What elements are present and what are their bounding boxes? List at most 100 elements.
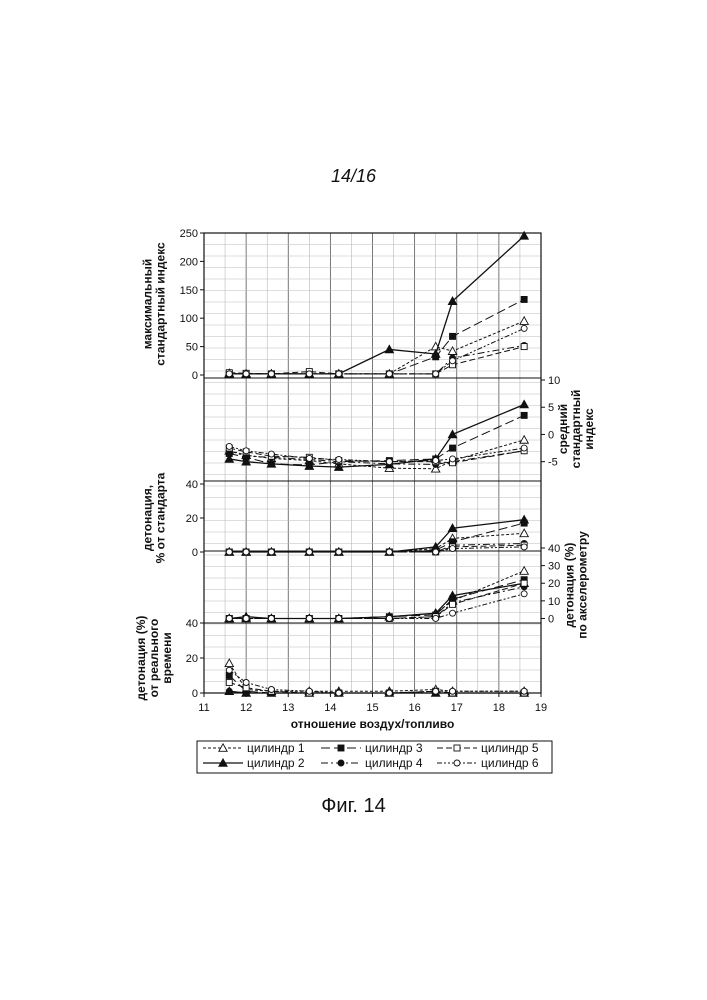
data-point xyxy=(243,448,249,454)
series-line xyxy=(229,587,524,619)
x-tick-label: 19 xyxy=(535,702,547,714)
series-line xyxy=(229,520,524,552)
data-point xyxy=(520,317,528,325)
series-2 xyxy=(225,232,528,378)
data-point xyxy=(450,358,456,364)
data-point xyxy=(520,400,528,408)
y-tick-label: 0 xyxy=(192,688,198,700)
series-1 xyxy=(225,317,528,377)
data-point xyxy=(521,580,527,586)
data-point xyxy=(338,745,344,751)
data-point xyxy=(226,680,232,686)
multi-panel-chart: 111213141516171819отношение воздух/топли… xyxy=(0,0,707,790)
data-point xyxy=(338,760,344,766)
data-point xyxy=(520,436,528,444)
data-point xyxy=(450,445,456,451)
data-point xyxy=(306,455,312,461)
y-axis-label: средний xyxy=(556,404,570,454)
series-6 xyxy=(226,544,527,555)
y-tick-label: 0 xyxy=(548,429,554,441)
data-point xyxy=(454,760,460,766)
data-point xyxy=(433,688,439,694)
data-point xyxy=(306,615,312,621)
series-line xyxy=(229,328,524,373)
data-point xyxy=(433,458,439,464)
y-tick-label: 10 xyxy=(548,375,560,387)
x-tick-label: 11 xyxy=(198,702,209,714)
y-tick-label: 100 xyxy=(180,313,198,325)
data-point xyxy=(226,688,232,694)
y-tick-label: 0 xyxy=(548,613,554,625)
legend-label: цилиндр 2 xyxy=(247,756,305,770)
data-point xyxy=(243,371,249,377)
data-point xyxy=(243,549,249,555)
data-point xyxy=(521,520,527,526)
x-tick-label: 15 xyxy=(366,702,378,714)
y-tick-label: -5 xyxy=(548,457,558,469)
legend-label: цилиндр 5 xyxy=(481,741,539,755)
data-point xyxy=(386,690,392,696)
legend-label: цилиндр 1 xyxy=(247,741,305,755)
y-tick-label: 40 xyxy=(186,618,198,630)
y-axis-label: индекс xyxy=(582,408,596,450)
data-point xyxy=(521,296,527,302)
data-point xyxy=(226,371,232,377)
y-axis-label: детонация (%) xyxy=(563,543,577,628)
data-point xyxy=(450,456,456,462)
data-point xyxy=(336,456,342,462)
data-point xyxy=(268,371,274,377)
y-axis-label: % от стандарта xyxy=(154,472,168,563)
chart-legend: цилиндр 1цилиндр 2цилиндр 3цилиндр 4цили… xyxy=(197,741,552,773)
data-point xyxy=(243,615,249,621)
data-point xyxy=(268,615,274,621)
data-point xyxy=(433,354,439,360)
data-point xyxy=(433,371,439,377)
data-point xyxy=(226,549,232,555)
series-line xyxy=(229,347,524,374)
y-axis-label: детонация (%) xyxy=(134,616,148,701)
data-point xyxy=(226,443,232,449)
data-point xyxy=(450,688,456,694)
data-point xyxy=(268,451,274,457)
data-point xyxy=(450,333,456,339)
y-tick-label: 40 xyxy=(186,479,198,491)
data-point xyxy=(450,601,456,607)
data-point xyxy=(243,680,249,686)
chart-labels: 111213141516171819отношение воздух/топли… xyxy=(134,228,596,731)
y-tick-label: 50 xyxy=(186,342,198,354)
data-point xyxy=(433,549,439,555)
y-tick-label: 30 xyxy=(548,561,560,573)
data-point xyxy=(521,544,527,550)
y-tick-label: 10 xyxy=(548,596,560,608)
data-point xyxy=(386,459,392,465)
data-point xyxy=(433,615,439,621)
data-point xyxy=(454,745,460,751)
x-tick-label: 16 xyxy=(409,702,421,714)
data-point xyxy=(520,529,528,537)
y-axis-label: стандартный индекс xyxy=(154,242,168,366)
y-tick-label: 250 xyxy=(180,228,198,240)
data-point xyxy=(268,687,274,693)
data-point xyxy=(450,610,456,616)
data-point xyxy=(450,546,456,552)
data-point xyxy=(385,345,393,353)
data-point xyxy=(226,615,232,621)
y-tick-label: 0 xyxy=(192,547,198,559)
y-tick-label: 150 xyxy=(180,285,198,297)
legend-label: цилиндр 3 xyxy=(365,741,423,755)
series-1 xyxy=(225,567,528,622)
data-point xyxy=(226,667,232,673)
data-point xyxy=(336,549,342,555)
data-point xyxy=(521,445,527,451)
data-point xyxy=(336,371,342,377)
x-tick-label: 14 xyxy=(324,702,336,714)
series-line xyxy=(229,321,524,374)
y-axis-label: стандартный xyxy=(569,390,583,469)
figure-caption: Фиг. 14 xyxy=(0,795,707,818)
data-point xyxy=(521,591,527,597)
data-point xyxy=(521,325,527,331)
y-tick-label: 40 xyxy=(548,543,560,555)
data-point xyxy=(336,690,342,696)
y-axis-label: по акселерометру xyxy=(576,531,590,639)
x-tick-label: 17 xyxy=(451,702,463,714)
